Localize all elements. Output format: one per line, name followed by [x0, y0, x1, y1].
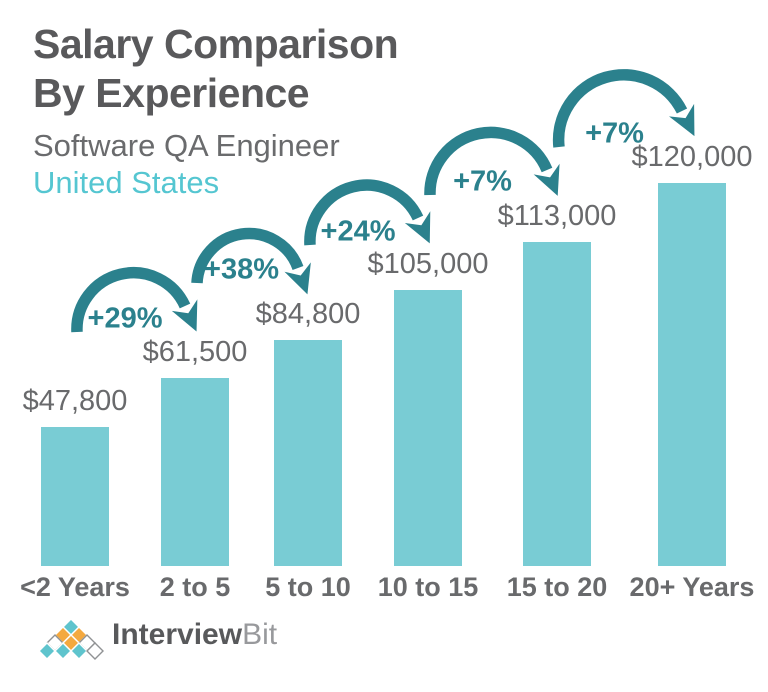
- pct-change-label: +24%: [320, 215, 396, 248]
- logo-diamond: [86, 642, 104, 660]
- interviewbit-wordmark: InterviewBit: [112, 620, 277, 650]
- interviewbit-diamond-mark-icon: [38, 618, 104, 660]
- bar-1: [41, 427, 109, 566]
- x-axis-label: 10 to 15: [377, 572, 479, 602]
- bar-3: [274, 340, 342, 566]
- x-axis-label: 2 to 5: [159, 572, 231, 602]
- bar-value-label: $113,000: [497, 200, 617, 232]
- pct-change-label: +7%: [453, 165, 512, 198]
- logo-diamond: [70, 642, 88, 660]
- bar-2: [161, 378, 229, 566]
- bar-6: [658, 183, 726, 566]
- interviewbit-logo: InterviewBit: [38, 610, 277, 660]
- logo-diamond: [54, 642, 72, 660]
- bar-value-label: $105,000: [367, 248, 489, 280]
- logo-text-bit: Bit: [242, 618, 278, 651]
- x-axis-label: 20+ Years: [629, 572, 755, 602]
- chart-location: United States: [33, 165, 220, 200]
- bar-value-label: $61,500: [142, 336, 248, 368]
- pct-change-label: +29%: [87, 302, 163, 335]
- logo-diamond: [38, 642, 56, 660]
- x-axis-label: 5 to 10: [265, 572, 351, 602]
- x-axis-label: <2 Years: [20, 572, 130, 602]
- bar-value-label: $84,800: [255, 298, 361, 330]
- bar-value-label: $47,800: [22, 385, 128, 417]
- chart-title-line1: Salary Comparison: [33, 21, 399, 67]
- chart-header: Salary Comparison By Experience Software…: [33, 20, 399, 200]
- pct-change-label: +38%: [204, 253, 279, 286]
- chart-title-line2: By Experience: [33, 70, 310, 116]
- bar-4: [394, 290, 462, 566]
- logo-text-interview: Interview: [112, 618, 243, 651]
- chart-subtitle: Software QA Engineer: [33, 128, 340, 163]
- pct-change-label: +7%: [585, 117, 644, 150]
- bar-5: [523, 242, 591, 566]
- x-axis-label: 15 to 20: [506, 572, 608, 602]
